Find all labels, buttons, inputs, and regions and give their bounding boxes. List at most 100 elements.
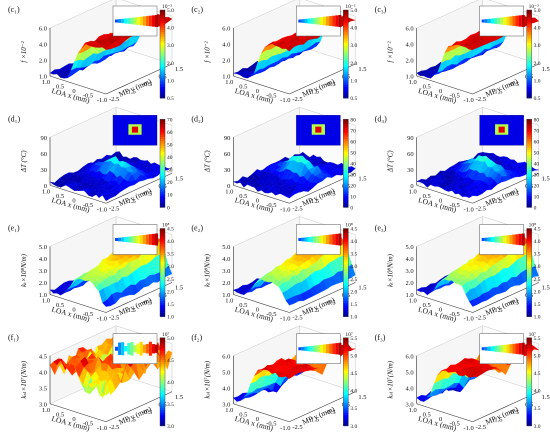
inset-view (112, 224, 159, 255)
y-tick-label: -0.5 (509, 190, 519, 197)
x-tick-label: -0.5 (83, 202, 93, 209)
inset-view (479, 115, 524, 146)
x-tick-label: -0.5 (450, 202, 460, 209)
x-tick-label: -0.5 (450, 311, 460, 318)
panel-label: (e₂) (191, 224, 203, 233)
x-tick-label: 0 (439, 307, 442, 314)
y-tick-label: 1.5 (358, 175, 366, 182)
colorbar-tick-label: 0 (534, 205, 537, 211)
z-axis-label: kₜ×10⁸N/m) (20, 253, 28, 287)
x-axis: 1.0 0.5 0 -0.5 -1.0 LOA x (mm) (42, 75, 107, 105)
y-tick-label: -2.5 (476, 424, 486, 431)
colorbar-tick-label: 0.5 (350, 96, 357, 102)
x-tick-label: 1.0 (42, 79, 50, 86)
colorbar-tick-label: 4.0 (350, 26, 357, 32)
z-tick-label: 6.0 (39, 26, 47, 33)
colorbar-exponent: 10⁸ (162, 223, 170, 229)
x-tick-label: 1.0 (42, 407, 50, 414)
z-tick-label: 90 (224, 135, 231, 142)
panel-label: (d₂) (191, 114, 203, 123)
x-tick-label: 1.0 (225, 188, 233, 195)
z-tick-label: 0 (227, 183, 230, 190)
panel-label: (e₁) (8, 224, 20, 233)
y-tick-label: -1.5 (309, 198, 319, 205)
colorbar-tick-label: 3.0 (534, 264, 541, 270)
panel-label: (c₃) (375, 5, 387, 14)
inset-view (296, 333, 342, 364)
colorbar-tick-label: 3.0 (350, 264, 357, 270)
z-tick-label: 30 (407, 167, 414, 174)
colorbar-tick-label: 1.0 (350, 315, 357, 321)
x-tick-label: -1.0 (97, 425, 107, 432)
x-tick-label: 0 (72, 197, 75, 204)
colorbar-tick-label: 4.0 (167, 26, 174, 32)
colorbar-tick-label: 80 (350, 117, 356, 123)
y-tick-label: -1.5 (492, 89, 502, 96)
colorbar-exponent: 10⁸ (529, 223, 537, 229)
colorbar-tick-label: 4.0 (534, 239, 541, 245)
colorbar-tick-label: 1.0 (350, 78, 357, 84)
y-tick-label: -0.5 (509, 300, 519, 307)
y-tick-label: -2.5 (292, 424, 302, 431)
z-tick-label: 3.0 (406, 268, 414, 275)
x-tick-label: 0 (72, 416, 75, 423)
y-tick-label: -0.5 (325, 81, 335, 88)
y-tick-label: -0.5 (142, 190, 152, 197)
z-axis: 3.0 4.0 5.0 6.0 kₛₗ×10⁷(N/m) (203, 353, 234, 408)
colorbar-tick-label: 5.5 (350, 336, 357, 342)
y-tick-label: 1.5 (542, 66, 550, 73)
inset-view (112, 5, 159, 37)
x-tick-label: 0.5 (423, 193, 431, 200)
z-tick-label: 4.0 (39, 369, 47, 376)
z-tick-label: 60 (224, 151, 231, 158)
y-tick-label: 1.5 (542, 285, 550, 292)
x-axis-label: LOA x (mm) (51, 305, 92, 324)
colorbar-tick-label: 3.5 (350, 252, 357, 258)
colorbar-tick-label: 3.5 (534, 406, 541, 412)
x-axis-label: LOA x (mm) (234, 195, 275, 214)
colorbar: 10⁻²5.0 4.0 3.0 2.0 1.0 0.5 (343, 4, 357, 102)
x-tick-label: 0.5 (239, 302, 247, 309)
x-tick-label: 0 (439, 88, 442, 95)
x-tick-label: -1.0 (464, 206, 474, 213)
colorbar-tick-label: 1.0 (534, 78, 541, 84)
z-tick-label: 60 (407, 151, 414, 158)
z-tick-label: 0 (410, 183, 413, 190)
panel-9: 1.0 2.0 3.0 4.0 5.0 kₜ×10⁸N/m) 1.0 0.5 0 -0.5 -1.0… (375, 216, 550, 324)
inset-view (296, 5, 342, 37)
z-axis: 0 30 60 90 ΔT (°C) (387, 135, 417, 190)
x-tick-label: 0 (256, 416, 259, 423)
x-tick-label: -0.5 (83, 420, 93, 427)
x-tick-label: 1.0 (409, 298, 417, 305)
colorbar-tick-label: 5.0 (167, 8, 174, 14)
y-tick-label: 1.5 (175, 175, 183, 182)
z-tick-label: 1.0 (39, 292, 47, 299)
inset-view (479, 5, 525, 37)
y-tick-label: -0.5 (325, 190, 335, 197)
colorbar-tick-label: 70 (167, 117, 173, 123)
x-axis-label: LOA x (mm) (234, 86, 275, 105)
colorbar-tick-label: 5.0 (350, 8, 357, 14)
x-tick-label: 0.5 (239, 193, 247, 200)
z-axis-label: f ×10⁻² (20, 40, 28, 62)
x-tick-label: 0 (256, 197, 259, 204)
y-tick-label: 1.5 (175, 394, 183, 401)
colorbar-tick-label: 30 (534, 172, 540, 178)
colorbar-tick-label: 4.5 (167, 227, 174, 233)
colorbar-tick-label: 4.0 (167, 380, 174, 386)
z-tick-label: 4.0 (39, 256, 47, 263)
colorbar-tick-label: 20 (350, 183, 356, 189)
z-tick-label: 4.0 (406, 256, 414, 263)
z-tick-label: 3.0 (39, 401, 47, 408)
x-axis-label: LOA x (mm) (417, 305, 458, 324)
panel-8: 1.0 2.0 3.0 4.0 5.0 kₜ×10⁸N/m) 1.0 0.5 0 -0.5 -1.0… (191, 216, 366, 324)
y-tick-label: 1.5 (542, 175, 550, 182)
y-tick-label: -0.5 (142, 409, 152, 416)
colorbar-tick-label: 3.0 (167, 43, 174, 49)
x-tick-label: 1.0 (225, 407, 233, 414)
colorbar-tick-label: 2.0 (350, 61, 357, 67)
inset-view (112, 115, 158, 146)
z-axis: 1.0 2.0 4.0 6.0 f ×10⁻² (387, 26, 417, 81)
colorbar-tick-label: 40 (350, 161, 356, 167)
